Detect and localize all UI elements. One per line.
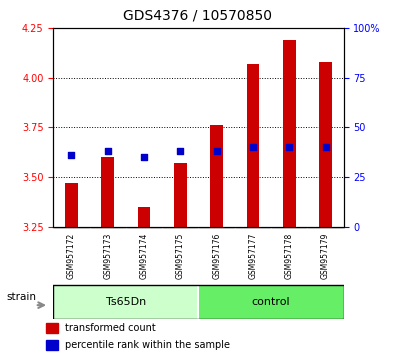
Bar — [46, 323, 58, 333]
Text: Ts65Dn: Ts65Dn — [106, 297, 146, 307]
Bar — [319, 62, 332, 227]
Text: strain: strain — [6, 292, 36, 302]
Text: control: control — [252, 297, 290, 307]
Text: transformed count: transformed count — [65, 323, 155, 333]
Bar — [283, 40, 295, 227]
Text: GSM957179: GSM957179 — [321, 233, 330, 279]
Text: GSM957178: GSM957178 — [285, 233, 294, 279]
Bar — [210, 125, 223, 227]
Point — [213, 148, 220, 154]
Text: GSM957172: GSM957172 — [67, 233, 76, 279]
Bar — [65, 183, 78, 227]
Text: GSM957176: GSM957176 — [212, 233, 221, 279]
Text: GDS4376 / 10570850: GDS4376 / 10570850 — [123, 9, 272, 23]
Text: GSM957175: GSM957175 — [176, 233, 185, 279]
Point — [177, 148, 184, 154]
Point — [105, 148, 111, 154]
Text: GSM957173: GSM957173 — [103, 233, 112, 279]
Point — [250, 144, 256, 150]
Bar — [53, 285, 199, 319]
Text: GSM957177: GSM957177 — [248, 233, 258, 279]
Bar — [102, 157, 114, 227]
Bar — [138, 207, 150, 227]
Text: percentile rank within the sample: percentile rank within the sample — [65, 340, 229, 350]
Point — [322, 144, 329, 150]
Bar — [199, 285, 344, 319]
Bar — [174, 163, 187, 227]
Point — [141, 154, 147, 160]
Bar — [46, 340, 58, 350]
Point — [68, 152, 75, 158]
Bar — [246, 64, 259, 227]
Point — [286, 144, 292, 150]
Text: GSM957174: GSM957174 — [139, 233, 149, 279]
